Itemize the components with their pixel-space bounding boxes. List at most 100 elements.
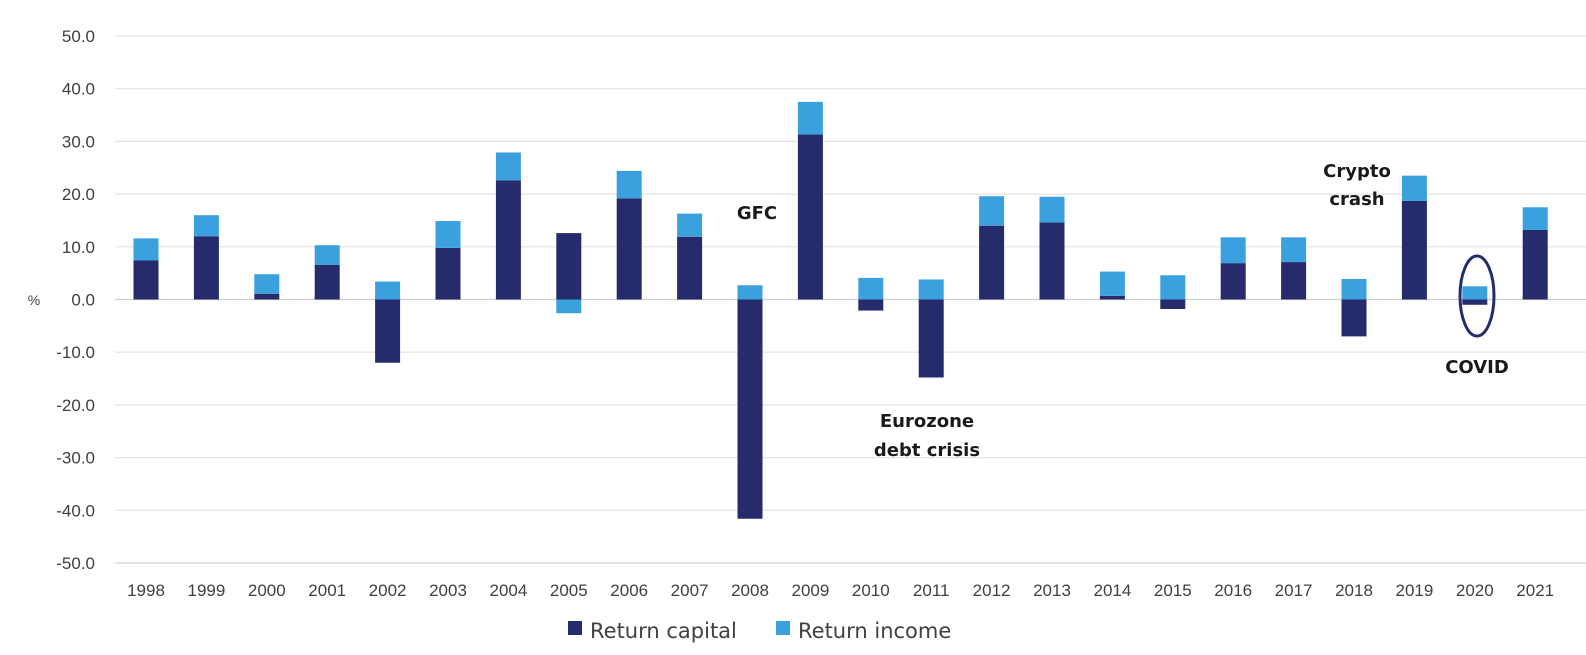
bar-return-income [858, 277, 884, 300]
bar-return-income [435, 220, 461, 248]
bar-return-income [1401, 175, 1427, 201]
annotation-crypto-line2: crash [1329, 189, 1384, 210]
x-tick-label: 2004 [489, 581, 527, 600]
covid-highlight-ellipse [1458, 254, 1496, 338]
annotation-gfc: GFC [737, 203, 777, 224]
annotation-crypto-line1: Crypto [1323, 161, 1391, 182]
axes: 50.0 40.0 30.0 20.0 10.0 0.0 -10.0 -20.0 -30.0 -4… [56, 27, 1586, 600]
y-tick-label: 0.0 [71, 291, 95, 310]
y-tick-label: 20.0 [62, 185, 95, 204]
bar-return-capital [797, 134, 823, 300]
y-tick-label: 30.0 [62, 132, 95, 151]
bar-return-capital [1341, 299, 1367, 337]
legend-swatch-return-income [776, 621, 790, 635]
annotation-covid: COVID [1445, 357, 1509, 378]
annotations: GFC Eurozone debt crisis Crypto crash CO… [737, 161, 1509, 461]
bar-return-income [616, 170, 642, 199]
x-tick-label: 2005 [550, 581, 588, 600]
x-tick-label: 2012 [973, 581, 1011, 600]
legend-label-return-capital: Return capital [590, 619, 737, 643]
bar-return-income [495, 152, 521, 181]
x-tick-label: 2016 [1214, 581, 1252, 600]
x-tick-label: 2009 [791, 581, 829, 600]
annotation-eurozone-line1: Eurozone [880, 411, 974, 432]
x-tick-label: 2010 [852, 581, 890, 600]
bar-return-income [797, 101, 823, 135]
bar-return-capital [556, 233, 582, 300]
legend: Return capital Return income [568, 619, 951, 643]
y-tick-label: 40.0 [62, 80, 95, 99]
x-tick-label: 2021 [1516, 581, 1554, 600]
bar-return-income [254, 274, 280, 294]
bar-return-capital [193, 236, 219, 300]
bar-return-income [556, 299, 582, 314]
x-tick-label: 2000 [248, 581, 286, 600]
x-tick-label: 2006 [610, 581, 648, 600]
y-tick-label: -30.0 [56, 449, 95, 468]
bar-return-income [1039, 196, 1065, 223]
y-tick-label: -10.0 [56, 343, 95, 362]
bar-return-capital [677, 236, 703, 300]
x-tick-label: 2017 [1275, 581, 1313, 600]
bar-return-income [193, 215, 219, 237]
legend-swatch-return-capital [568, 621, 582, 635]
bar-return-capital [1099, 295, 1125, 300]
x-tick-label: 2011 [913, 581, 950, 600]
x-tick-label: 1998 [127, 581, 165, 600]
bar-return-income [133, 238, 159, 261]
y-tick-label: 50.0 [62, 27, 95, 46]
bar-return-capital [1281, 262, 1307, 300]
y-tick-label: -50.0 [56, 554, 95, 573]
bar-return-capital [254, 293, 280, 300]
bar-return-capital [858, 299, 884, 311]
y-axis-label: % [28, 292, 40, 308]
bar-return-capital [918, 299, 944, 378]
bar-return-capital [1039, 222, 1065, 300]
bar-return-capital [1462, 299, 1488, 305]
x-tick-label: 2020 [1456, 581, 1494, 600]
x-tick-label: 2018 [1335, 581, 1373, 600]
legend-label-return-income: Return income [798, 619, 951, 643]
bar-return-income [1099, 271, 1125, 296]
bar-return-capital [495, 180, 521, 300]
bar-return-capital [1220, 263, 1246, 300]
x-tick-label: 2003 [429, 581, 467, 600]
y-tick-label: 10.0 [62, 238, 95, 257]
x-tick-label: 1999 [187, 581, 225, 600]
bar-return-income [677, 213, 703, 237]
x-tick-label: 2019 [1395, 581, 1433, 600]
y-tick-label: -40.0 [56, 501, 95, 520]
bar-return-capital [979, 225, 1005, 300]
bars [133, 101, 1548, 519]
bar-return-income [375, 281, 401, 300]
x-tick-label: 2014 [1093, 581, 1131, 600]
bar-return-capital [435, 247, 461, 300]
bar-return-income [737, 285, 763, 300]
bar-return-income [1220, 237, 1246, 264]
bar-return-capital [314, 264, 340, 300]
x-tick-label: 2013 [1033, 581, 1071, 600]
bar-return-capital [737, 299, 763, 519]
bar-return-income [1160, 275, 1186, 300]
bar-return-income [1462, 286, 1488, 300]
bar-return-income [979, 196, 1005, 226]
bar-return-income [1522, 207, 1548, 230]
bar-return-capital [1401, 200, 1427, 300]
x-tick-label: 2007 [671, 581, 709, 600]
y-tick-label: -20.0 [56, 396, 95, 415]
bar-return-capital [133, 260, 159, 300]
x-tick-label: 2002 [369, 581, 407, 600]
bar-return-income [918, 279, 944, 300]
bar-return-capital [375, 299, 401, 363]
x-tick-label: 2001 [308, 581, 346, 600]
bar-return-capital [1522, 229, 1548, 300]
bar-return-income [1281, 237, 1307, 263]
bar-return-income [314, 245, 340, 265]
annotation-eurozone-line2: debt crisis [874, 440, 980, 461]
bar-return-income [1341, 278, 1367, 300]
bar-return-capital [616, 198, 642, 300]
x-tick-label: 2008 [731, 581, 769, 600]
bar-return-capital [1160, 299, 1186, 309]
x-tick-label: 2015 [1154, 581, 1192, 600]
